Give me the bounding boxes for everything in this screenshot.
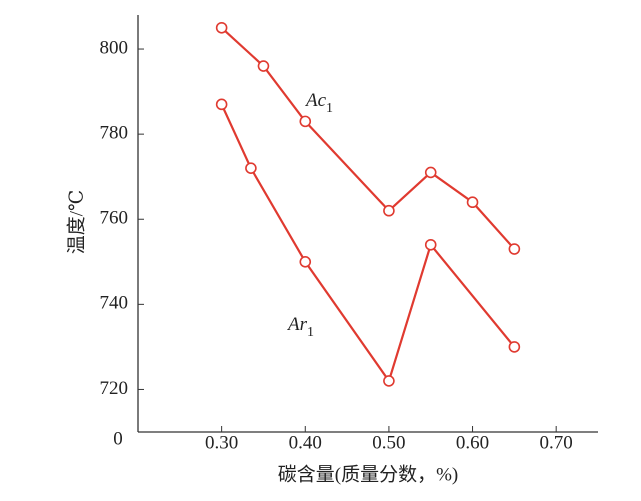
data-point xyxy=(245,162,257,174)
y-tick-label: 800 xyxy=(100,37,129,58)
series-name: Ac xyxy=(304,90,327,111)
series-label: Ac1 xyxy=(304,90,333,116)
x-axis-label: 碳含量(质量分数，%) xyxy=(278,463,458,485)
x-tick-label: 0.30 xyxy=(205,432,238,453)
y-origin-label: 0 xyxy=(113,428,123,449)
series-label: Ar1 xyxy=(286,314,314,340)
data-point xyxy=(424,238,437,251)
data-point xyxy=(299,115,312,128)
data-point xyxy=(299,255,312,268)
x-tick-label: 0.50 xyxy=(372,432,405,453)
data-point xyxy=(215,21,228,34)
data-point xyxy=(508,341,521,353)
y-axis-label: 温度/℃ xyxy=(65,190,87,255)
series-name: Ar xyxy=(286,314,308,335)
x-tick-label: 0.70 xyxy=(540,432,573,453)
data-point xyxy=(383,204,395,217)
data-point xyxy=(383,375,395,387)
data-point xyxy=(424,166,437,179)
data-point xyxy=(257,60,270,72)
series-line xyxy=(220,103,516,384)
x-tick-label: 0.60 xyxy=(456,432,489,453)
data-point xyxy=(508,243,521,255)
x-tick-label: 0.40 xyxy=(289,432,322,453)
y-tick-label: 720 xyxy=(100,378,129,399)
data-point xyxy=(215,98,228,111)
data-point xyxy=(466,196,479,209)
y-tick-label: 740 xyxy=(100,293,129,314)
y-tick-label: 760 xyxy=(100,208,129,229)
series-subscript: 1 xyxy=(307,325,314,340)
series-subscript: 1 xyxy=(326,101,333,116)
y-tick-label: 780 xyxy=(100,123,129,144)
